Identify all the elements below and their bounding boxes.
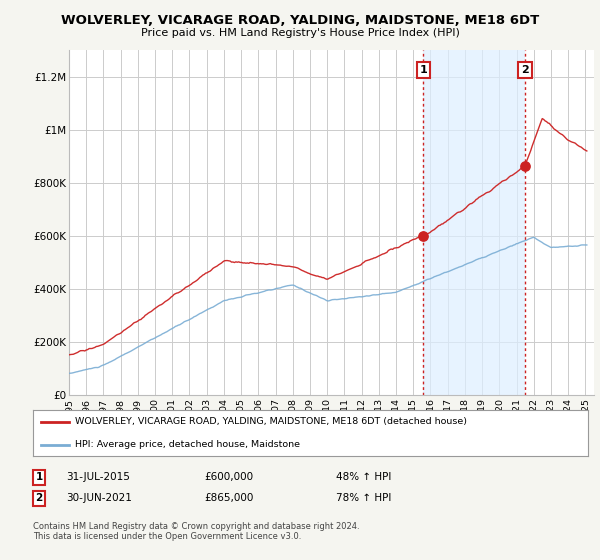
Text: 1: 1 [35, 472, 43, 482]
Text: £865,000: £865,000 [204, 493, 253, 503]
Text: 2: 2 [35, 493, 43, 503]
Text: 48% ↑ HPI: 48% ↑ HPI [336, 472, 391, 482]
Text: 31-JUL-2015: 31-JUL-2015 [66, 472, 130, 482]
Text: WOLVERLEY, VICARAGE ROAD, YALDING, MAIDSTONE, ME18 6DT: WOLVERLEY, VICARAGE ROAD, YALDING, MAIDS… [61, 14, 539, 27]
Bar [423, 50, 525, 395]
Text: Price paid vs. HM Land Registry's House Price Index (HPI): Price paid vs. HM Land Registry's House … [140, 28, 460, 38]
Text: 1: 1 [419, 66, 427, 75]
Point [520, 161, 530, 170]
Text: £600,000: £600,000 [204, 472, 253, 482]
Text: WOLVERLEY, VICARAGE ROAD, YALDING, MAIDSTONE, ME18 6DT (detached house): WOLVERLEY, VICARAGE ROAD, YALDING, MAIDS… [74, 417, 467, 427]
Text: 2: 2 [521, 66, 529, 75]
Text: Contains HM Land Registry data © Crown copyright and database right 2024.
This d: Contains HM Land Registry data © Crown c… [33, 522, 359, 542]
Text: 30-JUN-2021: 30-JUN-2021 [66, 493, 132, 503]
Text: 78% ↑ HPI: 78% ↑ HPI [336, 493, 391, 503]
Text: HPI: Average price, detached house, Maidstone: HPI: Average price, detached house, Maid… [74, 440, 299, 450]
Point [418, 231, 428, 240]
